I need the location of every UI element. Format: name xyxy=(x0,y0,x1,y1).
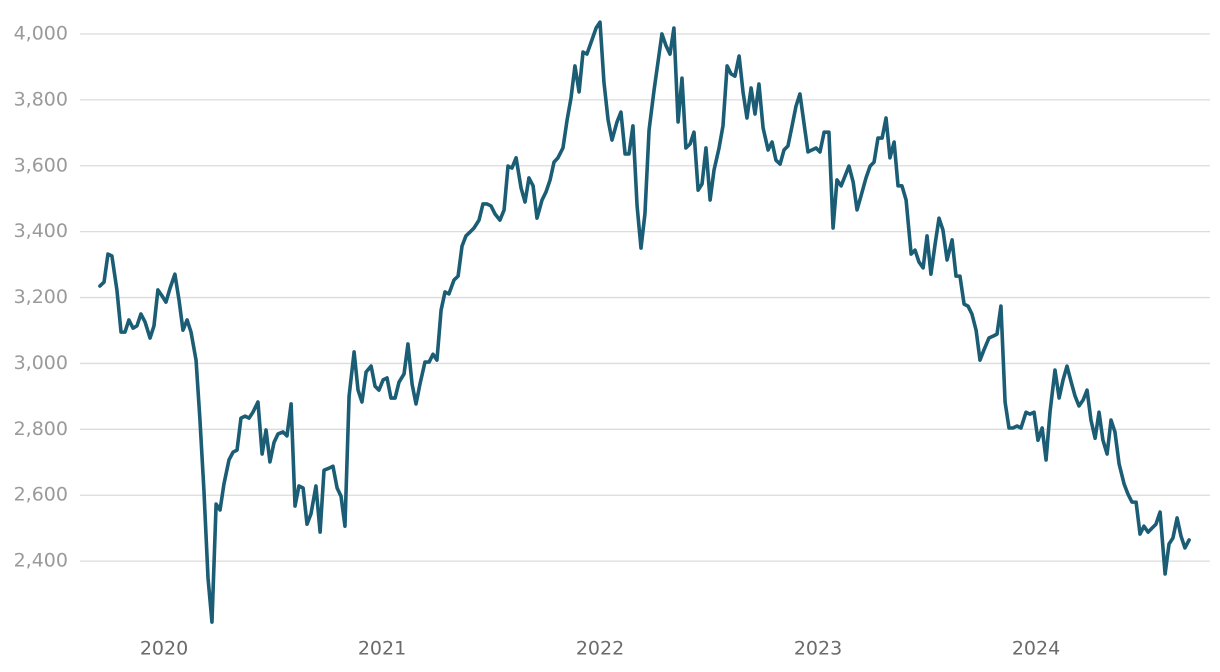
data-line xyxy=(98,20,1191,624)
x-tick-label: 2023 xyxy=(794,638,842,660)
y-tick-label: 3,400 xyxy=(14,220,68,242)
y-tick-label: 2,400 xyxy=(14,550,68,572)
y-tick-label: 2,600 xyxy=(14,484,68,506)
y-tick-label: 2,800 xyxy=(14,418,68,440)
y-tick-label: 4,000 xyxy=(14,22,68,44)
y-tick-label: 3,000 xyxy=(14,352,68,374)
y-tick-label: 3,200 xyxy=(14,286,68,308)
x-tick-label: 2024 xyxy=(1012,638,1060,660)
y-tick-label: 3,600 xyxy=(14,154,68,176)
x-tick-label: 2020 xyxy=(140,638,188,660)
y-tick-label: 3,800 xyxy=(14,88,68,110)
x-tick-label: 2021 xyxy=(358,638,406,660)
x-tick-label: 2022 xyxy=(576,638,624,660)
